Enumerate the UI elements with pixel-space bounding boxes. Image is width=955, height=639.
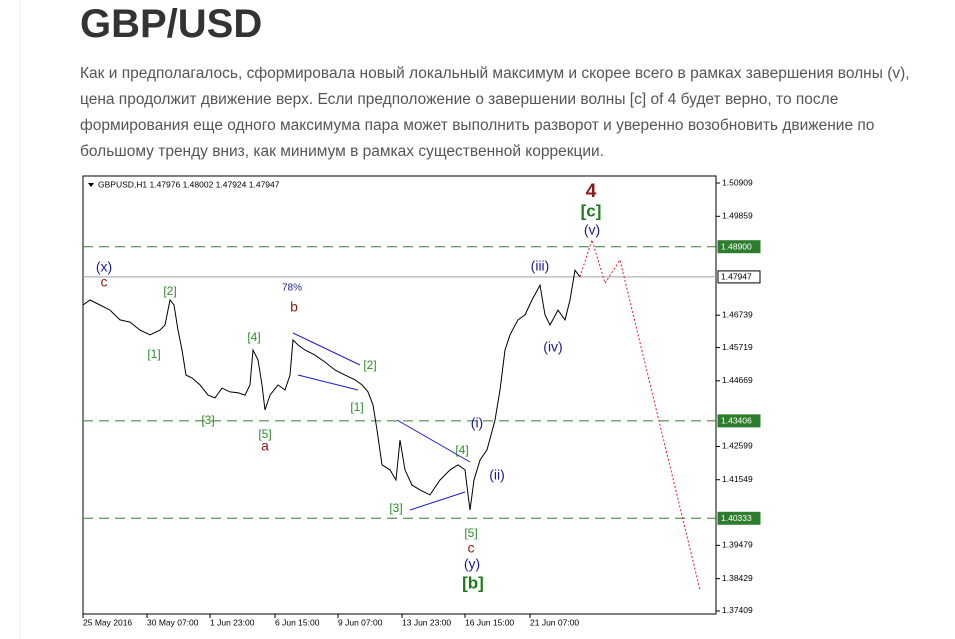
wave-label: a (261, 438, 269, 454)
wave-label: [2] (363, 358, 376, 372)
wave-label: [2] (163, 284, 176, 298)
price-line (82, 268, 581, 511)
paragraph-line: формирования еще одного максимума пара м… (80, 117, 875, 134)
x-tick-label: 25 May 2016 (83, 617, 132, 627)
y-tick-label: 1.44669 (722, 375, 753, 385)
wave-label: [b] (462, 573, 484, 592)
wave-label: (x) (96, 259, 112, 275)
level-label: 1.48900 (721, 241, 752, 251)
level-box (717, 270, 761, 284)
wave-label: [3] (389, 501, 402, 515)
wave-label: [1] (147, 347, 160, 361)
x-tick-label: 30 May 07:00 (147, 617, 199, 627)
y-tick-label: 1.42599 (722, 441, 753, 451)
menu-arrow (88, 183, 94, 187)
y-tick-label: 1.49859 (722, 211, 753, 221)
wave-label: [5] (258, 427, 271, 441)
level-box (717, 414, 761, 428)
wave-label: b (290, 299, 298, 315)
wave-label: [5] (464, 526, 477, 540)
x-tick-label: 21 Jun 07:00 (530, 617, 579, 627)
wave-label: (i) (471, 415, 483, 431)
wave-label: (v) (584, 222, 600, 238)
price-line (579, 238, 701, 591)
y-tick-label: 1.38429 (722, 573, 753, 583)
wave-label: [c] (581, 201, 602, 220)
wave-label: (iv) (543, 339, 562, 355)
level-label: 1.43406 (721, 416, 752, 426)
level-box (717, 240, 761, 254)
level-label: 1.40333 (721, 513, 752, 523)
plot-frame (82, 175, 717, 615)
y-tick-label: 1.46739 (722, 309, 753, 319)
wave-label: c (468, 540, 475, 556)
paragraph-line: цена продолжит движение верх. Если предп… (80, 91, 839, 108)
y-tick-label: 1.37409 (722, 605, 753, 615)
wave-label: [4] (455, 443, 468, 457)
level-label: 1.47947 (721, 272, 752, 282)
y-tick-label: 1.39479 (722, 540, 753, 550)
wave-label: (y) (464, 556, 480, 572)
title: GBP/USD (80, 2, 263, 46)
x-tick-label: 13 Jun 23:00 (402, 617, 451, 627)
wave-label: 78% (282, 283, 302, 294)
level-box (717, 511, 761, 525)
y-tick-label: 1.50909 (722, 177, 753, 187)
x-tick-label: 16 Jun 15:00 (465, 617, 514, 627)
x-tick-label: 9 Jun 07:00 (338, 617, 383, 627)
wave-label: [3] (201, 413, 214, 427)
y-tick-label: 1.45719 (722, 342, 753, 352)
x-tick-label: 1 Jun 23:00 (210, 617, 255, 627)
x-tick-label: 6 Jun 15:00 (275, 617, 320, 627)
wave-label: [1] (350, 400, 363, 414)
paragraph-line: Как и предполагалось, сформировала новый… (80, 65, 910, 82)
wave-label: c (101, 274, 108, 290)
triangle-lines (292, 332, 471, 511)
chart-title: GBPUSD,H1 1.47976 1.48002 1.47924 1.4794… (98, 179, 280, 189)
paragraph-line: большому тренду вниз, как минимум в рамк… (80, 143, 605, 160)
wave-label: 4 (586, 181, 597, 202)
y-tick-label: 1.41549 (722, 474, 753, 484)
wave-label: [4] (247, 330, 260, 344)
wave-label: (iii) (531, 258, 550, 274)
wave-label: (ii) (489, 467, 505, 483)
